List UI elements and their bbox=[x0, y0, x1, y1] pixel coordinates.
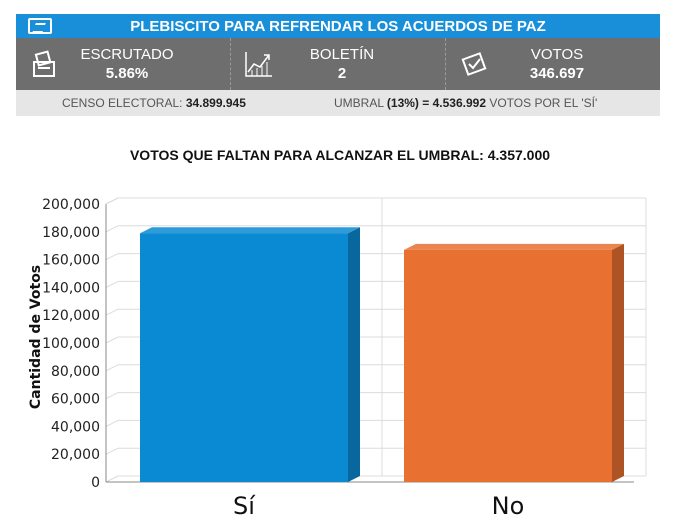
y-tick-label: 160,000 bbox=[42, 253, 100, 269]
stats-bar: ESCRUTADO 5.86% BOLETÍN 2 bbox=[16, 38, 660, 90]
grid-depth-line bbox=[105, 336, 119, 344]
stat-label: ESCRUTADO bbox=[80, 46, 174, 63]
bar-top bbox=[404, 243, 624, 250]
censo-electoral: CENSO ELECTORAL: 34.899.945 bbox=[62, 96, 246, 110]
umbral-value: (13%) = 4.536.992 bbox=[386, 96, 486, 110]
y-tick-label: 200,000 bbox=[42, 197, 100, 213]
grid-depth-line bbox=[105, 280, 119, 288]
grid-depth-line bbox=[105, 475, 119, 483]
y-tick-label: 180,000 bbox=[42, 225, 100, 241]
stat-label: BOLETÍN bbox=[309, 46, 375, 63]
grid-depth-line bbox=[105, 197, 119, 205]
y-tick-label: 100,000 bbox=[42, 336, 100, 352]
grid-depth-line bbox=[105, 253, 119, 261]
grid-depth-line bbox=[105, 419, 119, 427]
y-tick-label: 120,000 bbox=[42, 308, 100, 324]
umbral-label: UMBRAL bbox=[334, 96, 384, 110]
y-tick-label: 0 bbox=[91, 475, 100, 491]
y-axis-label: Cantidad de Votos bbox=[28, 265, 44, 409]
bar-si bbox=[140, 233, 348, 482]
stat-value: 2 bbox=[337, 65, 347, 82]
grid-depth-line bbox=[105, 225, 119, 233]
censo-label: CENSO ELECTORAL: bbox=[62, 96, 183, 110]
vote-card-icon bbox=[454, 44, 494, 84]
flag-logo-icon bbox=[28, 18, 52, 34]
grid-depth-line bbox=[105, 364, 119, 372]
page-title: PLEBISCITO PARA REFRENDAR LOS ACUERDOS D… bbox=[130, 17, 546, 35]
stat-value: 5.86% bbox=[105, 65, 149, 82]
y-tick-label: 140,000 bbox=[42, 280, 100, 296]
ballot-box-icon bbox=[24, 44, 64, 84]
bar-side bbox=[612, 243, 624, 482]
stat-boletin: BOLETÍN 2 bbox=[230, 38, 445, 90]
bar-chart: 0 20,000 40,000 60,000 80,000 100,000 120,000 1… bbox=[28, 197, 647, 520]
y-tick-label: 40,000 bbox=[51, 419, 100, 435]
umbral-suffix: VOTOS POR EL 'SÍ' bbox=[489, 96, 598, 110]
trend-chart-icon bbox=[239, 44, 279, 84]
title-bar: PLEBISCITO PARA REFRENDAR LOS ACUERDOS D… bbox=[16, 14, 660, 38]
chart-title: VOTOS QUE FALTAN PARA ALCANZAR EL UMBRAL… bbox=[129, 147, 551, 163]
stat-votos: VOTOS 346.697 bbox=[445, 38, 660, 90]
y-tick-label: 80,000 bbox=[51, 364, 100, 380]
censo-value: 34.899.945 bbox=[185, 96, 246, 110]
bar-side bbox=[348, 227, 360, 482]
stat-escrutado: ESCRUTADO 5.86% bbox=[16, 38, 230, 90]
grid-depth-line bbox=[105, 392, 119, 400]
umbral: UMBRAL (13%) = 4.536.992 VOTOS POR EL 'S… bbox=[334, 96, 597, 110]
info-bar: CENSO ELECTORAL: 34.899.945 UMBRAL (13%)… bbox=[16, 90, 660, 116]
grid-depth-line bbox=[105, 447, 119, 455]
stat-label: VOTOS bbox=[530, 46, 584, 63]
bar-no bbox=[404, 249, 612, 482]
y-tick-label: 60,000 bbox=[51, 392, 100, 408]
stat-value: 346.697 bbox=[529, 65, 585, 82]
bar-top bbox=[140, 227, 360, 234]
y-tick-label: 20,000 bbox=[51, 447, 100, 463]
grid-depth-line bbox=[105, 308, 119, 316]
x-category-label: Sí bbox=[233, 492, 256, 520]
x-category-label: No bbox=[492, 492, 525, 520]
